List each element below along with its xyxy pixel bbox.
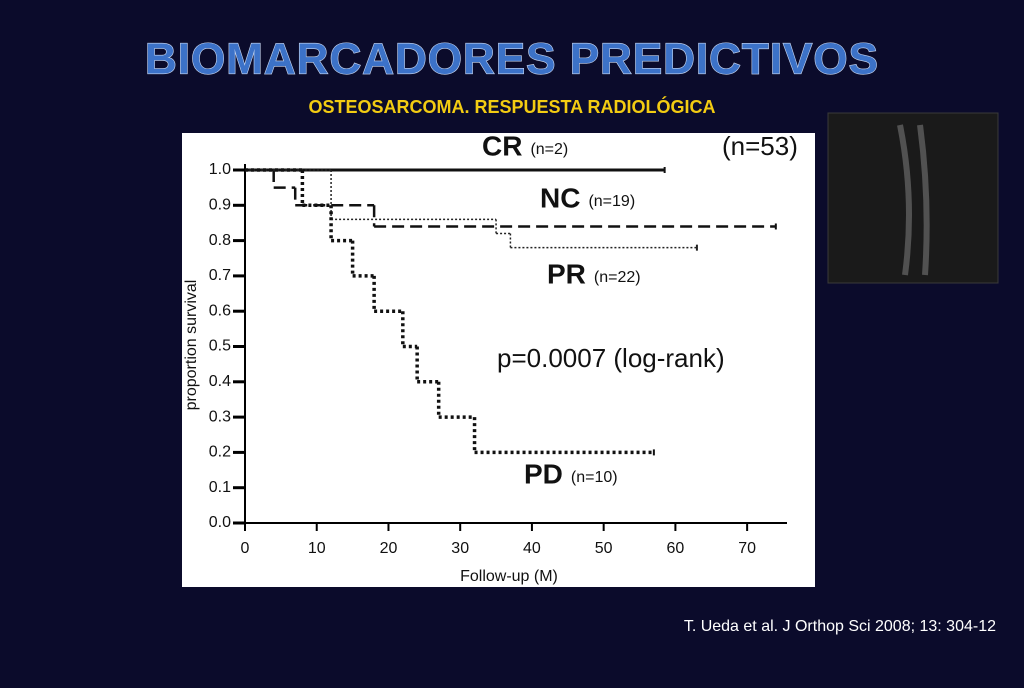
y-axis-title: proportion survival (183, 280, 200, 411)
series-label: PR (547, 258, 586, 289)
y-tick-label: 0.9 (209, 197, 231, 214)
series-n-label: (n=22) (594, 269, 641, 286)
y-tick-label: 0.6 (209, 302, 231, 319)
slide-subtitle: OSTEOSARCOMA. RESPUESTA RADIOLÓGICA (308, 96, 715, 117)
annotation: p=0.0007 (log-rank) (497, 343, 725, 373)
y-tick-label: 0.7 (209, 267, 231, 284)
slide-title: BIOMARCADORES PREDICTIVOS (145, 35, 879, 84)
x-tick-label: 60 (667, 540, 685, 557)
y-tick-label: 0.2 (209, 444, 231, 461)
x-axis-title: Follow-up (M) (460, 568, 558, 585)
y-tick-label: 0.8 (209, 232, 231, 249)
y-tick-label: 0.4 (209, 373, 231, 390)
y-tick-label: 0.0 (209, 514, 231, 531)
mri-spine (897, 124, 930, 276)
series-label: NC (540, 182, 580, 213)
x-tick-label: 10 (308, 540, 326, 557)
series-n-label: (n=19) (588, 193, 635, 210)
series-label: PD (524, 458, 563, 489)
y-tick-label: 0.1 (209, 479, 231, 496)
y-tick-label: 0.5 (209, 338, 231, 355)
series-label: CR (482, 130, 522, 161)
mri-image (827, 112, 999, 284)
x-tick-label: 20 (380, 540, 398, 557)
x-tick-label: 50 (595, 540, 613, 557)
x-tick-label: 70 (738, 540, 756, 557)
chart-background (182, 133, 815, 587)
series-n-label: (n=10) (571, 469, 618, 486)
series-n-label: (n=2) (530, 141, 568, 158)
y-tick-label: 0.3 (209, 408, 231, 425)
y-tick-label: 1.0 (209, 161, 231, 178)
total-n: (n=53) (722, 131, 798, 161)
citation: T. Ueda et al. J Orthop Sci 2008; 13: 30… (684, 618, 996, 635)
x-tick-label: 30 (451, 540, 469, 557)
x-tick-label: 0 (241, 540, 250, 557)
x-tick-label: 40 (523, 540, 541, 557)
